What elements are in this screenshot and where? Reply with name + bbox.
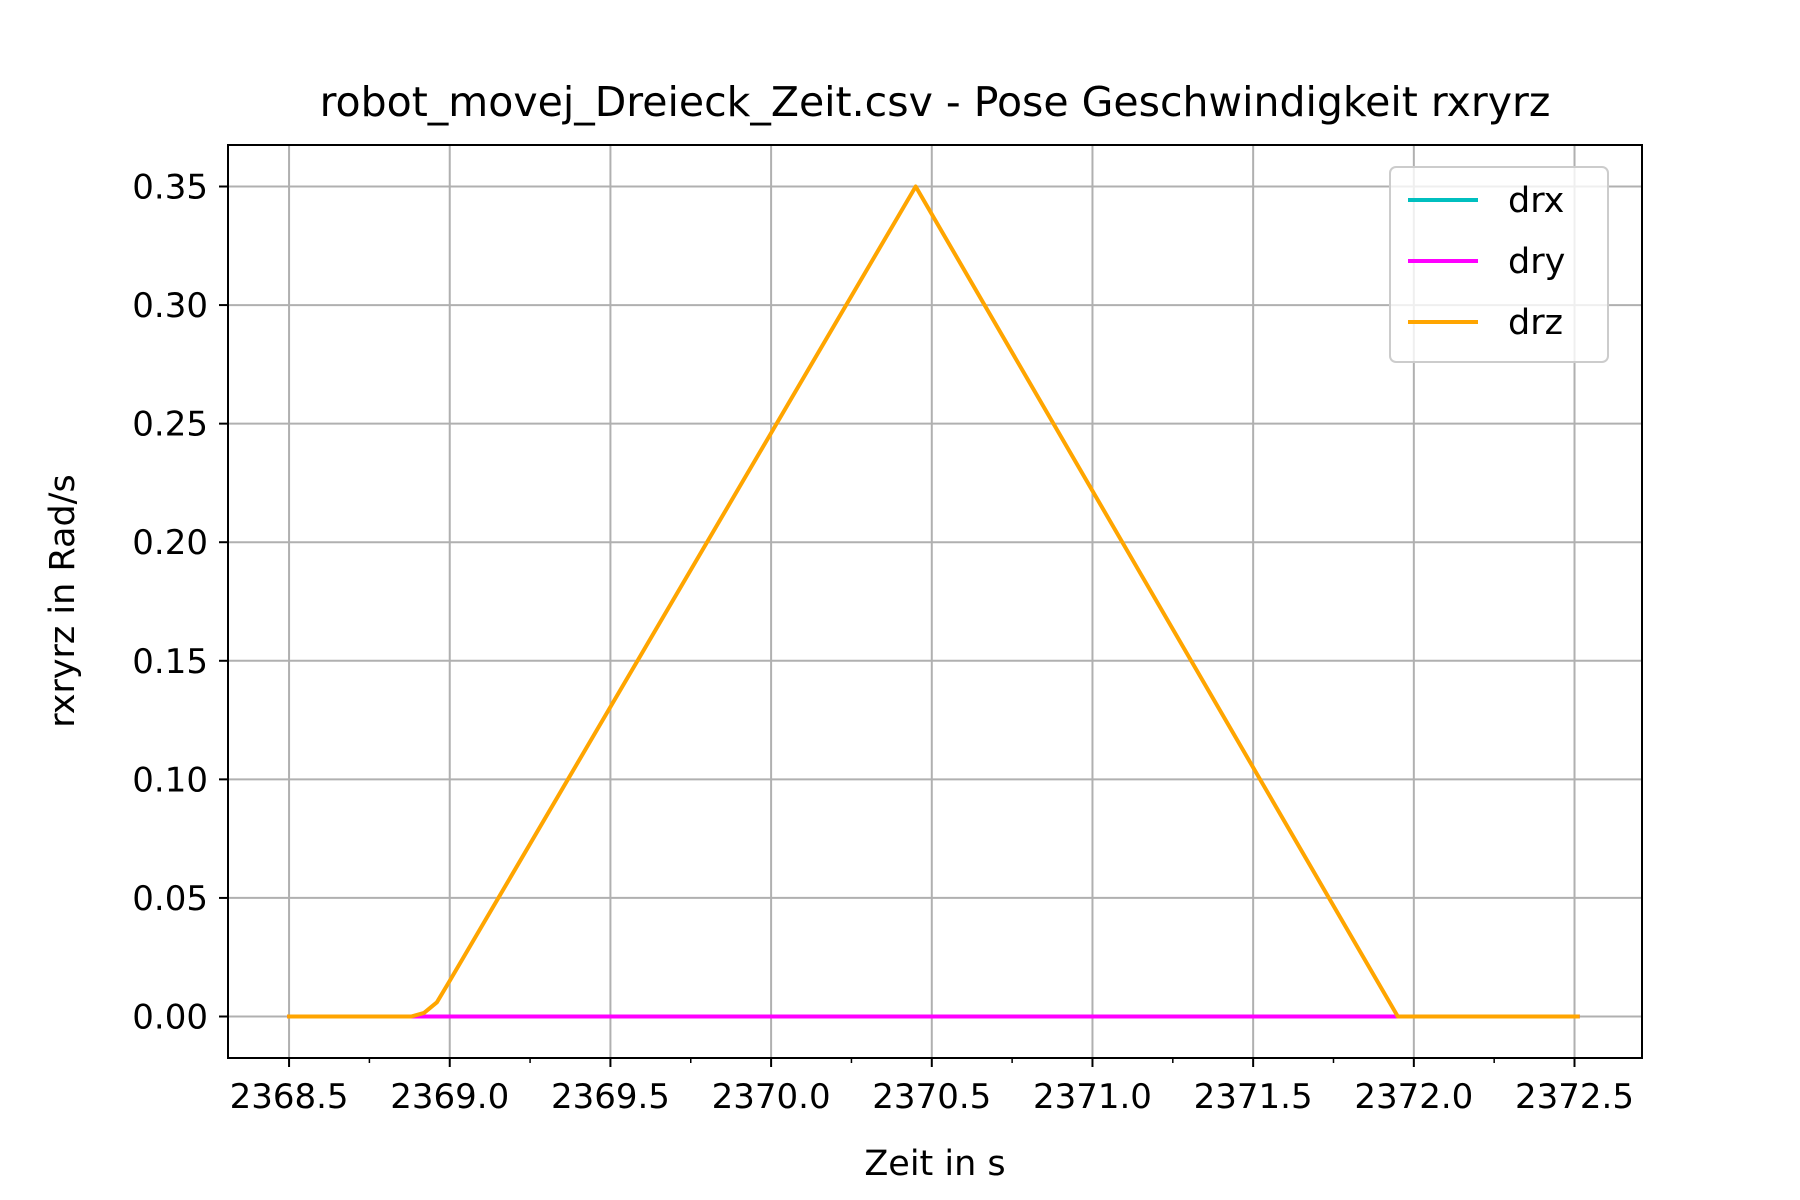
legend-box xyxy=(1389,166,1609,363)
y-tick-label: 0.35 xyxy=(132,168,208,208)
x-tick-label: 2372.5 xyxy=(1515,1077,1634,1117)
chart-title: robot_movej_Dreieck_Zeit.csv - Pose Gesc… xyxy=(320,78,1551,126)
legend-label-dry: dry xyxy=(1508,242,1565,282)
x-tick-label: 2368.5 xyxy=(230,1077,349,1117)
x-tick-label: 2372.0 xyxy=(1354,1077,1473,1117)
y-tick-label: 0.20 xyxy=(132,523,208,563)
y-axis-label: rxryrz in Rad/s xyxy=(43,474,83,727)
series-line-drz xyxy=(287,184,1580,1019)
y-tick-label: 0.10 xyxy=(132,760,208,800)
x-tick-label: 2370.5 xyxy=(872,1077,991,1117)
plot-frame xyxy=(227,144,1643,1059)
legend: drx dry drz xyxy=(1389,166,1609,363)
y-tick-label: 0.25 xyxy=(132,405,208,445)
ticks: 2368.5 2369.0 2369.5 2370.0 2370.5 2371.0 2371… xyxy=(132,168,1634,1118)
x-tick-label: 2369.0 xyxy=(390,1077,509,1117)
x-tick-label: 2371.5 xyxy=(1194,1077,1313,1117)
y-tick-label: 0.00 xyxy=(132,998,208,1038)
legend-label-drz: drz xyxy=(1508,303,1563,343)
x-axis-label: Zeit in s xyxy=(864,1144,1005,1184)
series-layer xyxy=(287,184,1580,1019)
x-tick-label: 2369.5 xyxy=(551,1077,670,1117)
y-tick-label: 0.30 xyxy=(132,286,208,326)
x-tick-label: 2370.0 xyxy=(712,1077,831,1117)
legend-label-drx: drx xyxy=(1508,181,1564,221)
x-tick-label: 2371.0 xyxy=(1033,1077,1152,1117)
y-tick-label: 0.15 xyxy=(132,642,208,682)
y-tick-label: 0.05 xyxy=(132,879,208,919)
